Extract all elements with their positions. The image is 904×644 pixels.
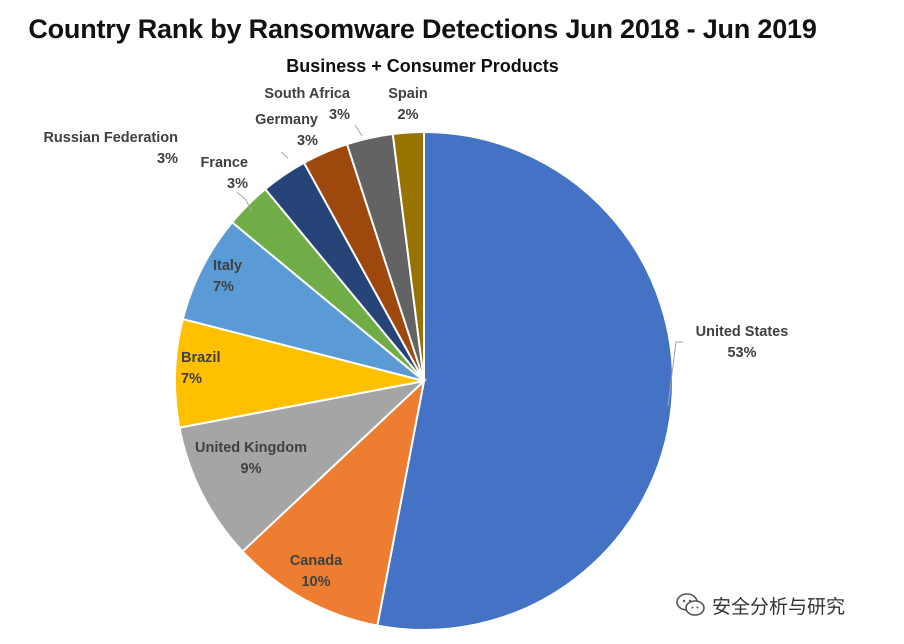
leader-line: [354, 124, 363, 137]
slice-labels: United States 53% Canada 10% United Kingdom 9…: [43, 86, 788, 590]
chart-subtitle: Business + Consumer Products: [286, 56, 559, 76]
pie-slice-spain: [391, 130, 425, 382]
slice-label-value: 7%: [213, 279, 234, 295]
slice-label-name: Germany: [255, 112, 318, 128]
slice-label-value: 9%: [241, 461, 262, 477]
slice-label-name: Canada: [290, 553, 343, 569]
slice-label-value: 53%: [727, 345, 756, 361]
slice-label: Germany 3%: [255, 112, 318, 149]
slice-label-name: Russian Federation: [43, 130, 178, 146]
pie-slice-italy: [181, 220, 425, 382]
slice-label-value: 3%: [227, 176, 248, 192]
watermark: 安全分析与研究: [676, 590, 845, 620]
slice-label-name: South Africa: [264, 86, 351, 102]
watermark-text: 安全分析与研究: [712, 595, 846, 618]
slice-label: France 3%: [200, 155, 248, 192]
slice-label-name: Spain: [388, 86, 427, 102]
slice-label: Brazil 7%: [181, 350, 221, 387]
slice-label-name: United Kingdom: [195, 440, 307, 456]
slice-label-value: 3%: [157, 151, 178, 167]
slice-label-value: 3%: [297, 133, 318, 149]
slice-label: United Kingdom 9%: [195, 440, 307, 477]
slice-label: South Africa 3%: [264, 86, 351, 123]
leader-line: [667, 341, 683, 407]
slice-label: United States 53%: [696, 324, 789, 361]
slice-label-value: 7%: [181, 371, 202, 387]
leader-line: [280, 151, 289, 159]
wechat-icon: [676, 593, 705, 616]
pie-slice-united-kingdom: [178, 379, 428, 553]
slice-label: Spain 2%: [388, 86, 427, 123]
slice-label-name: United States: [696, 324, 789, 340]
slice-label-name: Italy: [213, 258, 242, 274]
leader-lines: [236, 124, 683, 407]
pie-slices: [174, 130, 674, 631]
pie-slice-united-states: [376, 130, 674, 631]
chart-title: Country Rank by Ransomware Detections Ju…: [28, 14, 817, 44]
slice-label-value: 2%: [398, 107, 419, 123]
slice-label: Canada 10%: [290, 553, 343, 590]
slice-label-name: Brazil: [181, 350, 221, 366]
slice-label-name: France: [200, 155, 248, 171]
pie-slice-canada: [241, 378, 426, 627]
slice-label-value: 10%: [301, 574, 330, 590]
leader-line: [236, 191, 253, 213]
pie-slice-brazil: [174, 317, 425, 429]
slice-label: Italy 7%: [213, 258, 242, 295]
slice-label-value: 3%: [329, 107, 350, 123]
slice-label: Russian Federation 3%: [43, 130, 178, 167]
